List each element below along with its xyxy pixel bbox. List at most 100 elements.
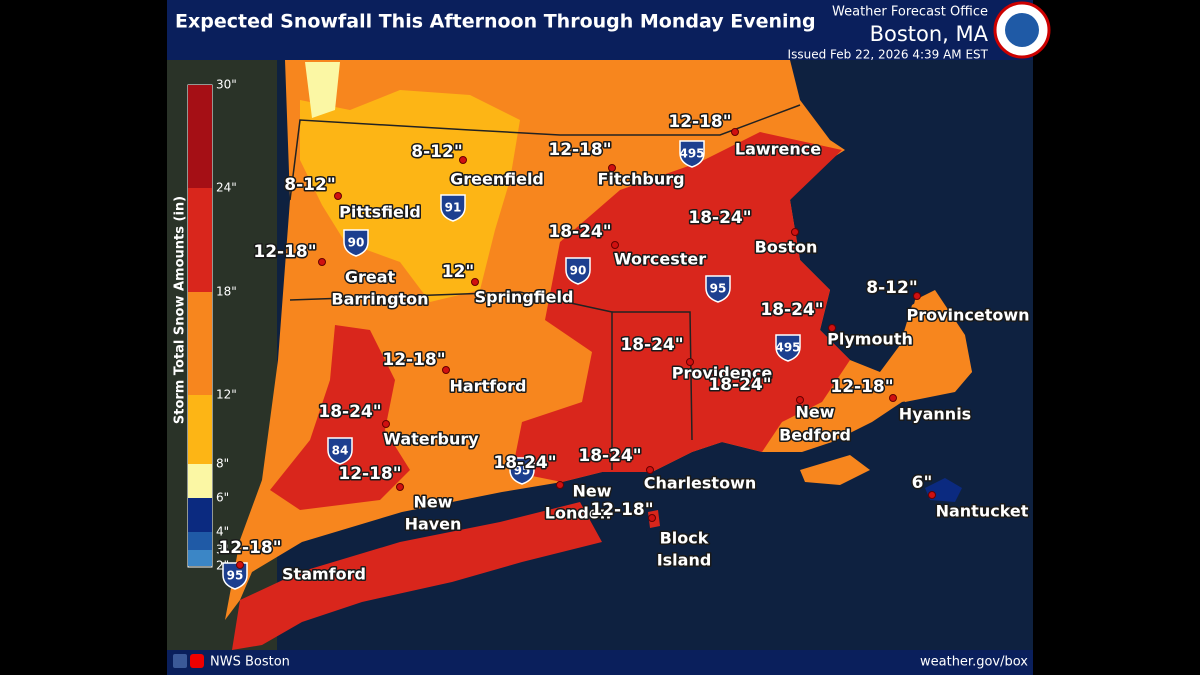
highway-number: 91	[445, 201, 462, 215]
place-name: Charlestown	[644, 474, 757, 493]
snow-amount-label: 18-24"	[688, 208, 751, 228]
place-name: New	[572, 482, 611, 501]
city-dot	[731, 128, 739, 136]
place-name: Boston	[755, 238, 818, 257]
snow-amount-label: 12-18"	[253, 242, 316, 262]
legend-label: 30"	[216, 78, 237, 92]
place-name: Hartford	[449, 377, 526, 396]
city-dot	[791, 228, 799, 236]
place-name: Springfield	[475, 288, 574, 307]
snow-amount-label: 12-18"	[590, 500, 653, 520]
highway-number: 495	[679, 147, 704, 161]
snow-amount-label: 8-12"	[284, 175, 335, 195]
highway-number: 95	[227, 569, 244, 583]
place-name: Fitchburg	[597, 170, 684, 189]
snow-amount-label: 12-18"	[382, 350, 445, 370]
marthas-vineyard	[800, 455, 870, 485]
place-name: Lawrence	[735, 140, 821, 159]
place-name: Hyannis	[899, 405, 971, 424]
city-dot	[236, 561, 244, 569]
snow-amount-label: 12-18"	[218, 538, 281, 558]
region-8-12	[300, 90, 520, 302]
legend-label: 3"	[216, 543, 229, 557]
highway-shield	[440, 194, 466, 222]
place-name: Bedford	[779, 426, 851, 445]
legend-band	[188, 188, 212, 292]
snow-amount-label: 12-18"	[338, 464, 401, 484]
snow-amount-label: 18-24"	[760, 300, 823, 320]
snow-amount-label: 18-24"	[708, 375, 771, 395]
highway-shield	[222, 562, 248, 590]
legend-band	[188, 550, 212, 566]
state-border	[289, 291, 613, 470]
legend-label: 8"	[216, 457, 229, 471]
city-dot	[646, 466, 654, 474]
snow-amount-label: 18-24"	[493, 453, 556, 473]
snow-amount-label: 6"	[912, 473, 933, 493]
place-name: Waterbury	[383, 430, 479, 449]
snow-amount-label: 18-24"	[578, 446, 641, 466]
office: Weather Forecast Office	[832, 5, 988, 20]
highway-shield	[679, 140, 705, 168]
snow-amount-label: 12"	[442, 262, 475, 282]
place-name: New	[413, 493, 452, 512]
cape-cod	[880, 290, 972, 402]
region-18-24	[512, 132, 850, 482]
highway-number: 95	[514, 464, 531, 478]
footer-account: NWS Boston	[210, 655, 290, 670]
place-name: Island	[657, 551, 712, 570]
snow-amount-label: 8-12"	[411, 142, 462, 162]
long-island	[232, 502, 602, 650]
legend-label: 4"	[216, 525, 229, 539]
highway-number: 95	[710, 282, 727, 296]
legend-label: 24"	[216, 181, 237, 195]
region-18-24	[270, 325, 410, 510]
place-name: Great	[345, 268, 396, 287]
city-dot	[556, 481, 564, 489]
place-name: London	[545, 504, 611, 523]
highway-shield	[509, 457, 535, 485]
place-name: Barrington	[331, 290, 428, 309]
city-dot	[318, 258, 326, 266]
legend-band	[188, 85, 212, 188]
footer-url: weather.gov/box	[920, 655, 1028, 670]
highway-shield	[565, 257, 591, 285]
place-name: Providence	[672, 364, 773, 383]
legend-title: Storm Total Snow Amounts (in)	[173, 196, 188, 424]
location: Boston, MA	[870, 22, 989, 46]
highway-number: 495	[775, 341, 800, 355]
snow-amount-label: 18-24"	[620, 335, 683, 355]
city-dot	[611, 241, 619, 249]
place-name: Stamford	[282, 565, 366, 584]
snow-amount-label: 18-24"	[318, 402, 381, 422]
legend-band	[188, 532, 212, 550]
city-dot	[396, 483, 404, 491]
place-name: Greenfield	[450, 170, 544, 189]
city-dot	[889, 394, 897, 402]
place-name: Worcester	[614, 250, 706, 269]
highway-shield	[775, 334, 801, 362]
city-dot	[471, 278, 479, 286]
city-dot	[648, 514, 656, 522]
city-dot	[459, 156, 467, 164]
city-dot	[382, 420, 390, 428]
place-name: Provincetown	[906, 306, 1029, 325]
city-dot	[828, 324, 836, 332]
legend-band	[188, 498, 212, 532]
snow-amount-label: 8-12"	[866, 278, 917, 298]
state-border	[612, 311, 693, 441]
legend-band	[188, 464, 212, 498]
place-name: Haven	[405, 515, 462, 534]
legend-band	[188, 292, 212, 395]
legend-label: 12"	[216, 388, 237, 402]
snow-amount-label: 12-18"	[548, 140, 611, 160]
footer-bar	[167, 650, 1033, 675]
city-dot	[442, 366, 450, 374]
city-dot	[686, 358, 694, 366]
highway-number: 84	[332, 444, 349, 458]
issued: Issued Feb 22, 2026 4:39 AM EST	[788, 48, 989, 62]
snow-amount-label: 12-18"	[830, 377, 893, 397]
header-bar	[167, 0, 1033, 60]
highway-number: 90	[348, 236, 365, 250]
